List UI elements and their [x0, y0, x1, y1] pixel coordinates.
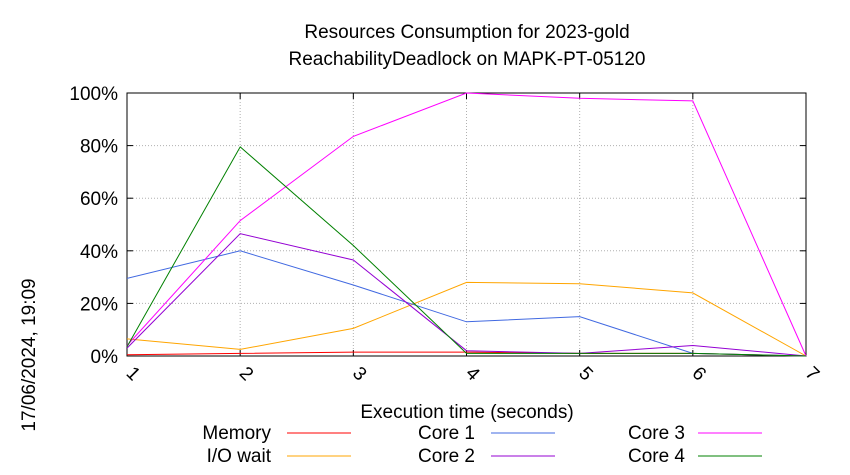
legend-label: Core 3 — [628, 423, 685, 444]
legend-item-i-o-wait: I/O wait — [207, 446, 351, 467]
legend-item-core-2: Core 2 — [418, 446, 555, 467]
x-tick-label: 7 — [801, 363, 823, 385]
legend-label: Memory — [202, 423, 271, 444]
legend-label: Core 2 — [418, 446, 475, 467]
y-tick-label: 100% — [69, 84, 118, 105]
y-tick-label: 40% — [80, 242, 118, 263]
series-line-core-2 — [126, 233, 807, 357]
x-tick-label: 5 — [574, 363, 596, 385]
y-tick-label: 20% — [80, 294, 118, 315]
x-axis-label: Execution time (seconds) — [360, 402, 573, 423]
y-tick-label: 80% — [80, 137, 118, 158]
legend-item-memory: Memory — [202, 423, 351, 444]
series-line-core-3 — [126, 92, 807, 357]
legend-item-core-1: Core 1 — [418, 423, 555, 444]
series-lines — [126, 92, 807, 357]
axes: 0% 20% 40% 60% 80% 100% 1 2 3 4 5 6 7 — [69, 84, 823, 386]
timestamp-label: 17/06/2024, 19:09 — [19, 278, 40, 431]
legend-item-core-3: Core 3 — [628, 423, 762, 444]
legend-item-core-4: Core 4 — [628, 446, 762, 467]
x-tick-label: 2 — [235, 363, 257, 385]
series-line-core-4 — [126, 146, 807, 357]
y-tick-label: 60% — [80, 189, 118, 210]
grid — [127, 93, 806, 356]
x-tick-label: 4 — [461, 363, 484, 386]
x-tick-label: 3 — [348, 363, 370, 385]
y-tick-label: 0% — [91, 347, 119, 368]
legend-label: Core 1 — [418, 423, 475, 444]
chart-title-line-2: ReachabilityDeadlock on MAPK-PT-05120 — [289, 49, 646, 70]
legend-label: I/O wait — [207, 446, 272, 467]
chart-title-line-1: Resources Consumption for 2023-gold — [304, 22, 629, 43]
legend-label: Core 4 — [628, 446, 685, 467]
x-tick-label: 1 — [122, 363, 144, 385]
x-tick-label: 6 — [688, 363, 710, 385]
chart-title: Resources Consumption for 2023-gold Reac… — [289, 22, 646, 70]
series-line-i-o-wait — [126, 281, 807, 357]
